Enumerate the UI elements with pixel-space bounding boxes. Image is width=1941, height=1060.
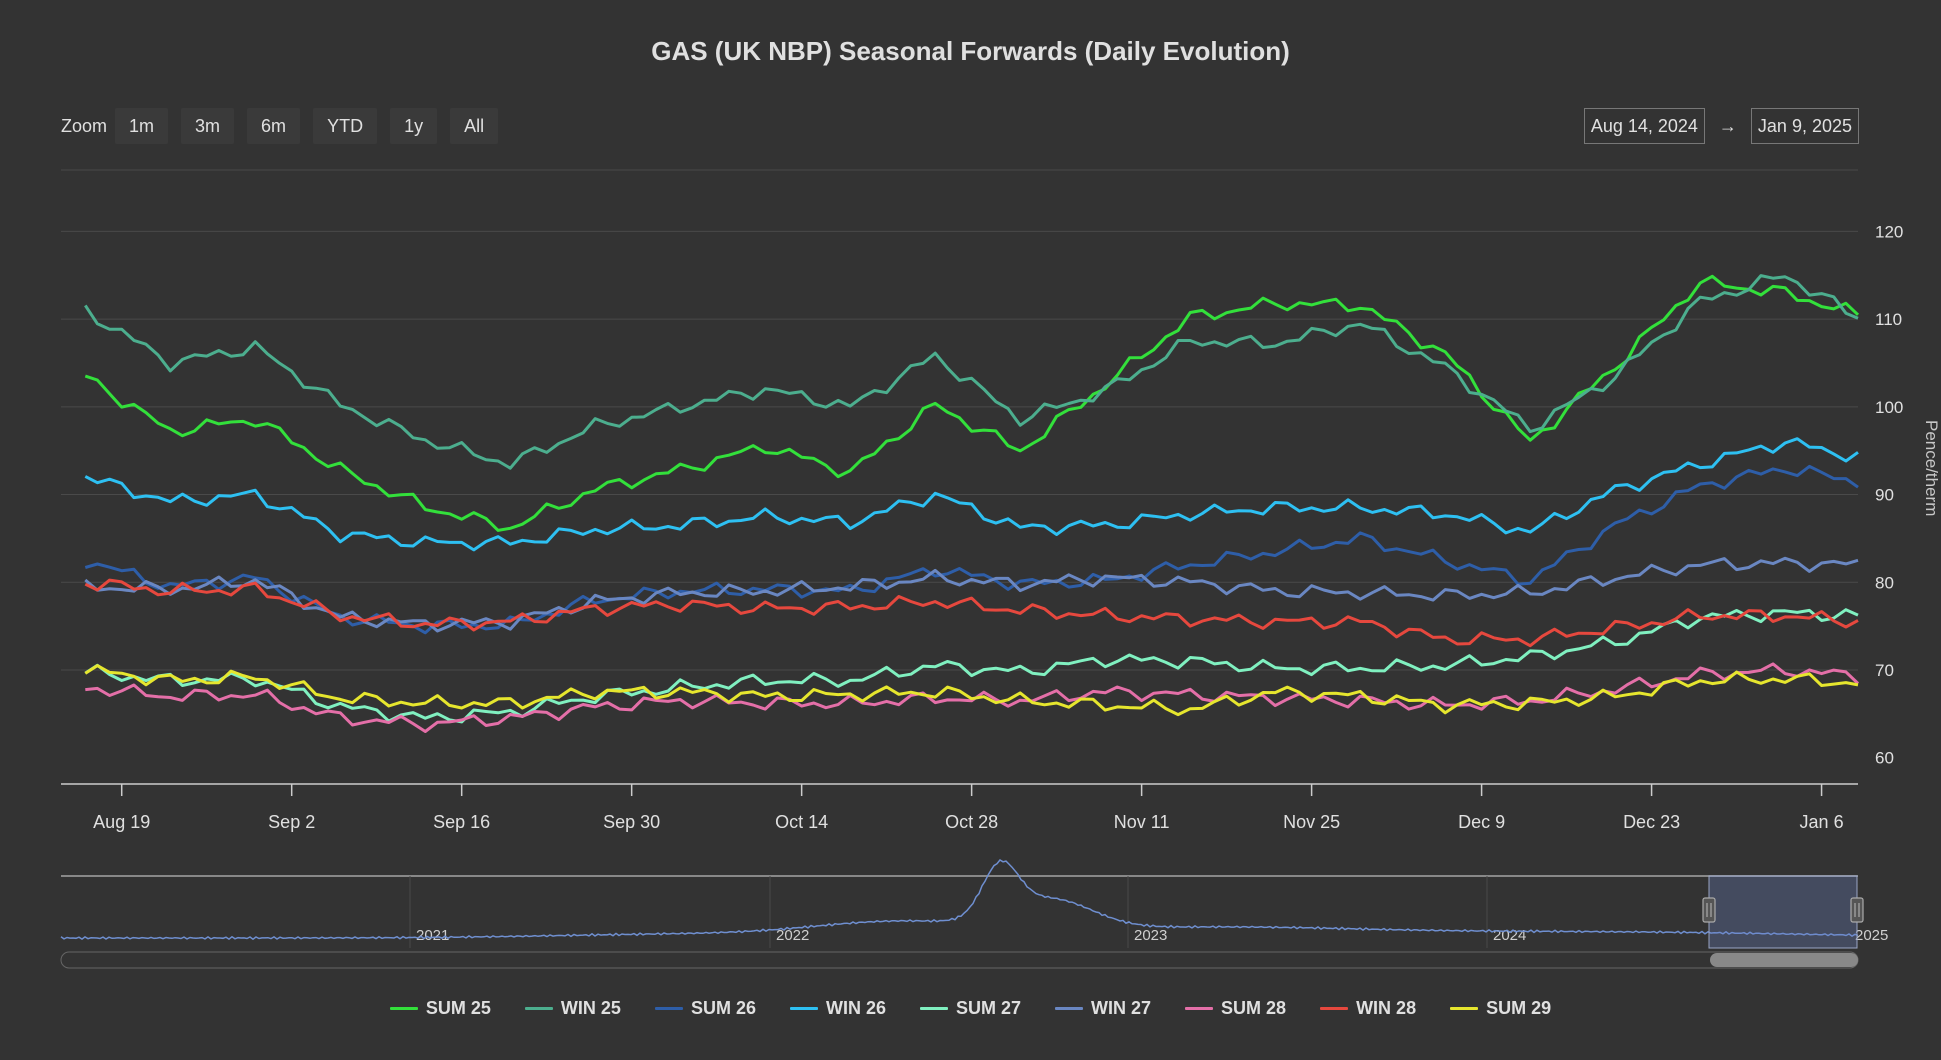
zoom-bar: Zoom 1m 3m 6m YTD 1y All (61, 108, 511, 144)
series-line-sum-28 (85, 662, 1860, 733)
legend-swatch (524, 1007, 553, 1010)
navigator-right-handle (1850, 897, 1864, 923)
legend-swatch (389, 1007, 418, 1010)
legend-label: SUM 26 (690, 998, 756, 1018)
navigator[interactable]: 2021 2022 2023 2024 2025 (60, 859, 1888, 969)
series-line-sum-29 (84, 664, 1859, 717)
x-tick-label: Dec 9 (1458, 812, 1505, 832)
series-line-win-28 (84, 578, 1859, 648)
zoom-3m-button[interactable]: 3m (181, 108, 235, 144)
grid-lines (61, 169, 1858, 671)
legend-label: SUM 27 (955, 998, 1022, 1018)
legend-item-sum-26[interactable]: SUM 26 (654, 998, 756, 1019)
y-axis-title: Pence/therm (1922, 420, 1941, 516)
range-from-input[interactable]: Aug 14, 2024 (1583, 108, 1705, 144)
legend-swatch (1055, 1007, 1084, 1010)
legend-item-win-27[interactable]: WIN 27 (1055, 998, 1151, 1019)
series-lines (84, 274, 1860, 733)
navigator-year-label: 2021 (416, 927, 449, 944)
zoom-label: Zoom (61, 115, 108, 136)
navigator-background (61, 876, 1858, 948)
legend-label: SUM 25 (425, 998, 491, 1018)
legend-item-sum-25[interactable]: SUM 25 (389, 998, 491, 1019)
x-tick-label: Sep 2 (268, 812, 315, 832)
y-tick-label: 60 (1875, 749, 1894, 768)
x-tick-label: Oct 14 (775, 812, 828, 832)
zoom-all-button[interactable]: All (450, 108, 499, 144)
legend-label: SUM 29 (1486, 998, 1552, 1018)
navigator-year-label: 2024 (1493, 927, 1526, 944)
x-tick-label: Aug 19 (93, 812, 150, 832)
navigator-selection (1708, 875, 1858, 949)
y-tick-label: 110 (1875, 310, 1902, 329)
zoom-ytd-button[interactable]: YTD (313, 108, 378, 144)
x-tick-label: Nov 11 (1114, 812, 1170, 832)
series-line-win-26 (84, 437, 1859, 552)
navigator-series (60, 859, 1859, 941)
navigator-year-label: 2022 (776, 927, 809, 944)
legend-swatch (654, 1007, 683, 1010)
legend-swatch (789, 1007, 818, 1010)
y-tick-label: 120 (1875, 222, 1903, 241)
scrollbar-track (60, 951, 1859, 969)
range-to-input[interactable]: Jan 9, 2025 (1750, 108, 1859, 144)
zoom-1m-button[interactable]: 1m (115, 108, 169, 144)
x-tick-label: Oct 28 (945, 812, 998, 832)
x-tick-label: Jan 6 (1800, 812, 1844, 832)
legend-swatch (919, 1007, 948, 1010)
zoom-1y-button[interactable]: 1y (390, 108, 438, 144)
y-tick-label: 100 (1875, 398, 1903, 417)
y-tick-label: 70 (1875, 661, 1894, 680)
legend: SUM 25 WIN 25 SUM 26 WIN 26 SUM 27 WIN 27 SUM … (0, 998, 1941, 1019)
series-line-sum-27 (84, 608, 1859, 724)
date-range-selector: Aug 14, 2024 → Jan 9, 2025 (1583, 108, 1859, 144)
legend-label: SUM 28 (1221, 998, 1287, 1018)
legend-label: WIN 26 (825, 998, 886, 1018)
navigator-left-handle (1702, 897, 1716, 923)
navigator-year-label: 2025 (1855, 927, 1888, 944)
series-line-sum-26 (84, 464, 1859, 635)
legend-swatch (1320, 1007, 1349, 1010)
legend-swatch (1450, 1007, 1479, 1010)
chart-title: GAS (UK NBP) Seasonal Forwards (Daily Ev… (651, 36, 1290, 66)
legend-item-win-26[interactable]: WIN 26 (789, 998, 886, 1019)
legend-item-win-28[interactable]: WIN 28 (1320, 998, 1416, 1019)
x-tick-label: Sep 16 (433, 812, 490, 832)
x-tick-label: Sep 30 (603, 812, 660, 832)
series-line-win-27 (84, 556, 1859, 633)
legend-label: WIN 27 (1091, 998, 1152, 1018)
legend-label: WIN 28 (1356, 998, 1417, 1018)
zoom-6m-button[interactable]: 6m (247, 108, 301, 144)
series-line-sum-25 (84, 274, 1860, 532)
x-tick-label: Dec 23 (1623, 812, 1680, 832)
navigator-year-label: 2023 (1134, 927, 1167, 944)
legend-swatch (1185, 1007, 1214, 1010)
axes: 60 70 80 90 100 110 120 Aug 19 Sep 2 Sep 16 Sep 30… (61, 222, 1941, 832)
y-tick-label: 80 (1875, 573, 1894, 592)
legend-item-win-25[interactable]: WIN 25 (524, 998, 621, 1019)
x-tick-label: Nov 25 (1283, 812, 1340, 832)
range-arrow: → (1718, 115, 1737, 136)
y-tick-label: 90 (1875, 486, 1894, 505)
legend-item-sum-29[interactable]: SUM 29 (1450, 998, 1551, 1019)
legend-item-sum-27[interactable]: SUM 27 (919, 998, 1022, 1019)
legend-item-sum-28[interactable]: SUM 28 (1185, 998, 1286, 1019)
scrollbar-thumb (1710, 953, 1858, 967)
series-line-win-25 (84, 274, 1859, 470)
legend-label: WIN 25 (560, 998, 621, 1018)
